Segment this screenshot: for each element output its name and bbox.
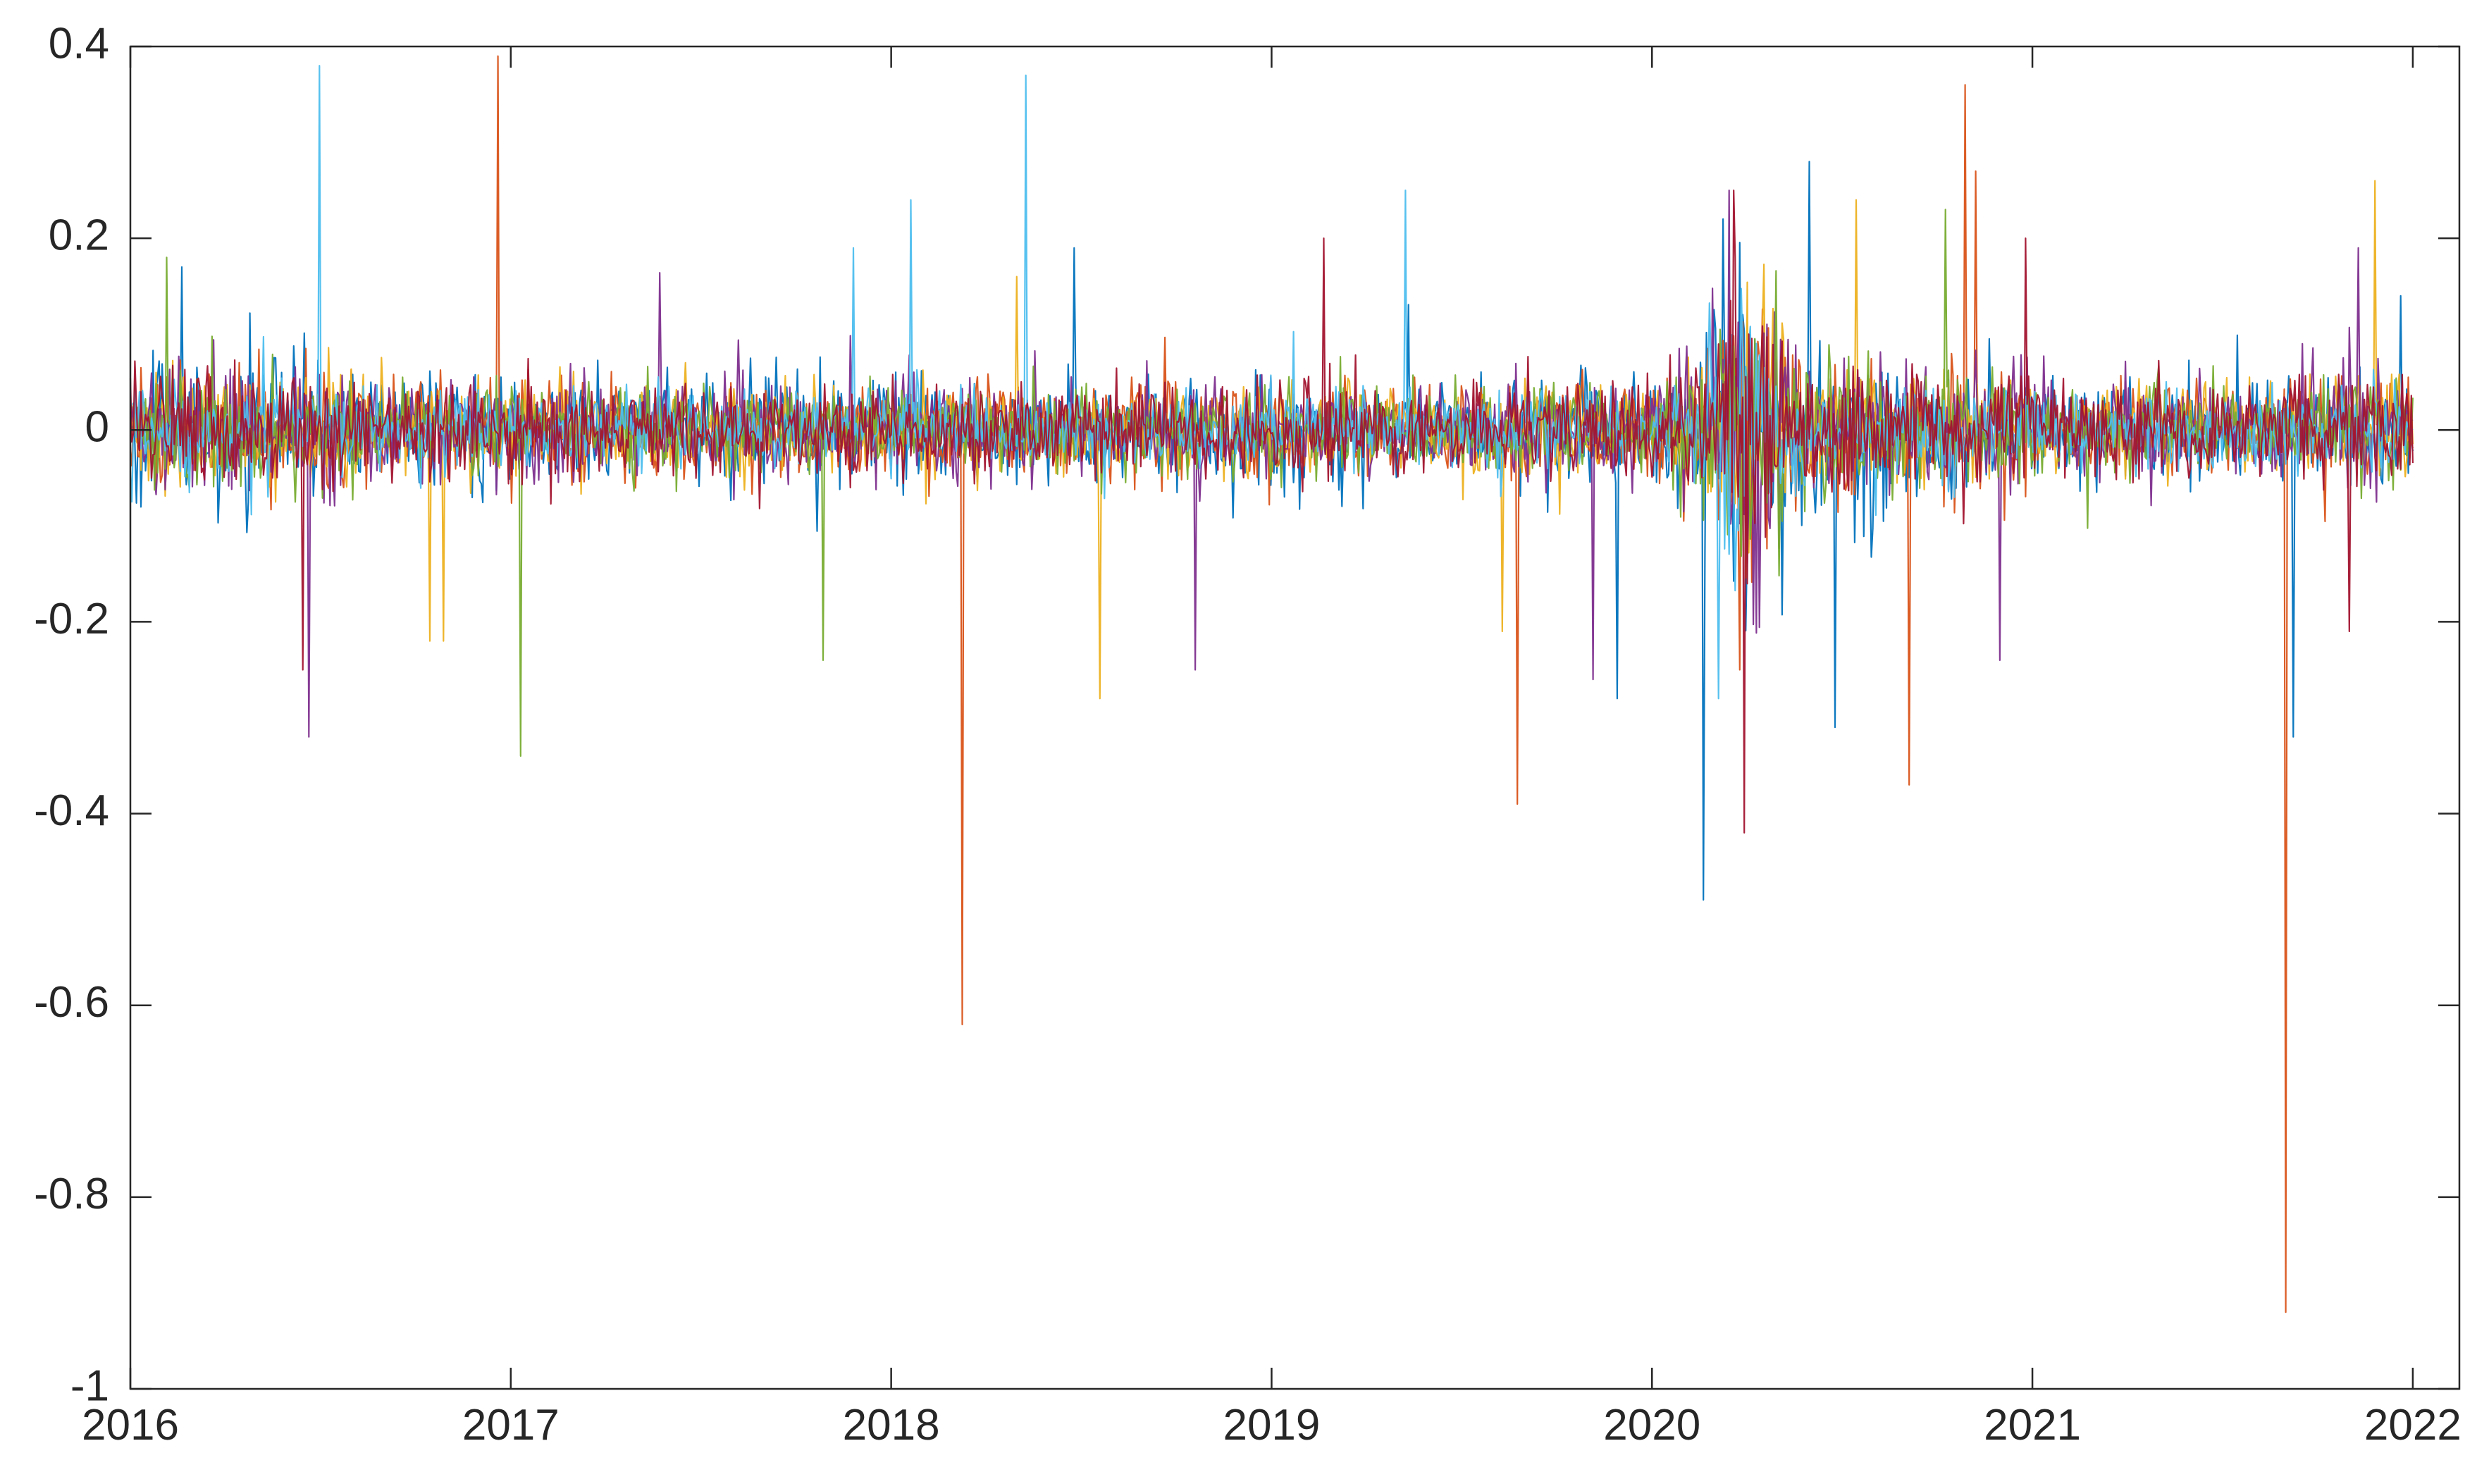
x-axis: 2016 2017 2018 2019 2020 2021 2022 (82, 47, 2461, 1449)
y-axis: 0.4 0.2 0 -0.2 -0.4 -0.6 -0.8 -1 (34, 19, 2459, 1410)
series-line (129, 190, 2414, 834)
x-tick-label: 2022 (2364, 1401, 2461, 1449)
plot-frame (129, 45, 2461, 1390)
series-line (129, 161, 2414, 901)
y-tick-label: 0 (85, 403, 109, 452)
x-tick-label: 2019 (1223, 1401, 1320, 1449)
series-line (129, 55, 2414, 1313)
x-tick-label: 2021 (1984, 1401, 2081, 1449)
y-tick-label: -0.4 (34, 786, 109, 835)
x-tick-label: 2020 (1603, 1401, 1700, 1449)
y-tick-label: -1 (70, 1361, 109, 1410)
x-tick-label: 2018 (843, 1401, 940, 1449)
y-tick-label: 0.2 (49, 211, 109, 260)
y-tick-label: -0.6 (34, 978, 109, 1027)
series-line (129, 65, 2414, 700)
x-tick-label: 2017 (462, 1401, 560, 1449)
y-tick-label: -0.2 (34, 595, 109, 643)
x-tick-label: 2016 (82, 1401, 179, 1449)
y-tick-label: -0.8 (34, 1170, 109, 1218)
series-layer (129, 55, 2414, 1313)
y-tick-label: 0.4 (49, 19, 109, 68)
